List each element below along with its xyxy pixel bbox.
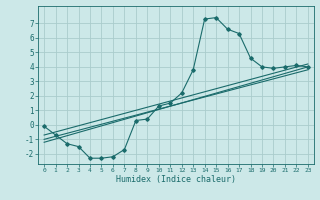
- X-axis label: Humidex (Indice chaleur): Humidex (Indice chaleur): [116, 175, 236, 184]
